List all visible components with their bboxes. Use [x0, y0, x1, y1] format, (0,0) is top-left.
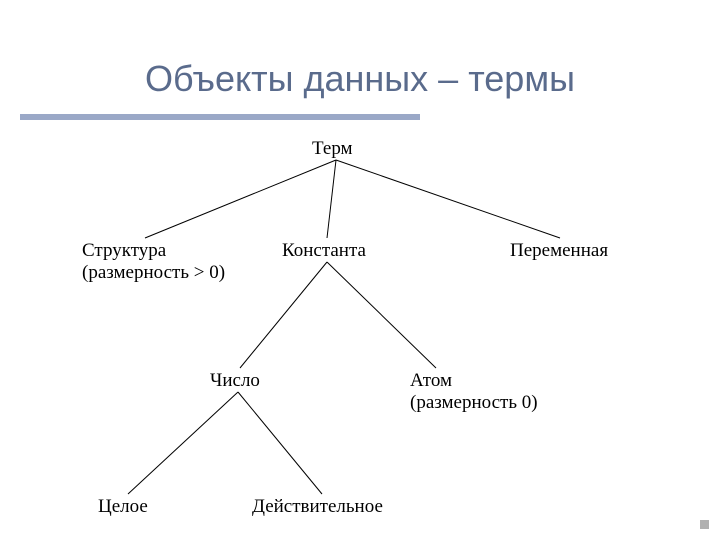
slide: Объекты данных – термы ТермСтруктура (ра… [0, 0, 720, 540]
tree-node-real: Действительное [252, 496, 383, 518]
tree-edge-term-constant [327, 160, 336, 238]
tree-node-constant: Константа [282, 240, 366, 262]
tree-node-structure: Структура (размерность > 0) [82, 240, 225, 284]
tree-edge-number-real [238, 392, 322, 494]
tree-edge-term-variable [336, 160, 560, 238]
tree-node-atom: Атом (размерность 0) [410, 370, 538, 414]
tree-node-integer: Целое [98, 496, 148, 518]
tree-edge-constant-number [240, 262, 327, 368]
corner-marker-icon [700, 520, 709, 529]
tree-node-number: Число [210, 370, 260, 392]
tree-edge-term-structure [145, 160, 336, 238]
tree-node-variable: Переменная [510, 240, 608, 262]
tree-edge-constant-atom [327, 262, 436, 368]
tree-node-term: Терм [312, 138, 353, 160]
tree-edge-number-integer [128, 392, 238, 494]
